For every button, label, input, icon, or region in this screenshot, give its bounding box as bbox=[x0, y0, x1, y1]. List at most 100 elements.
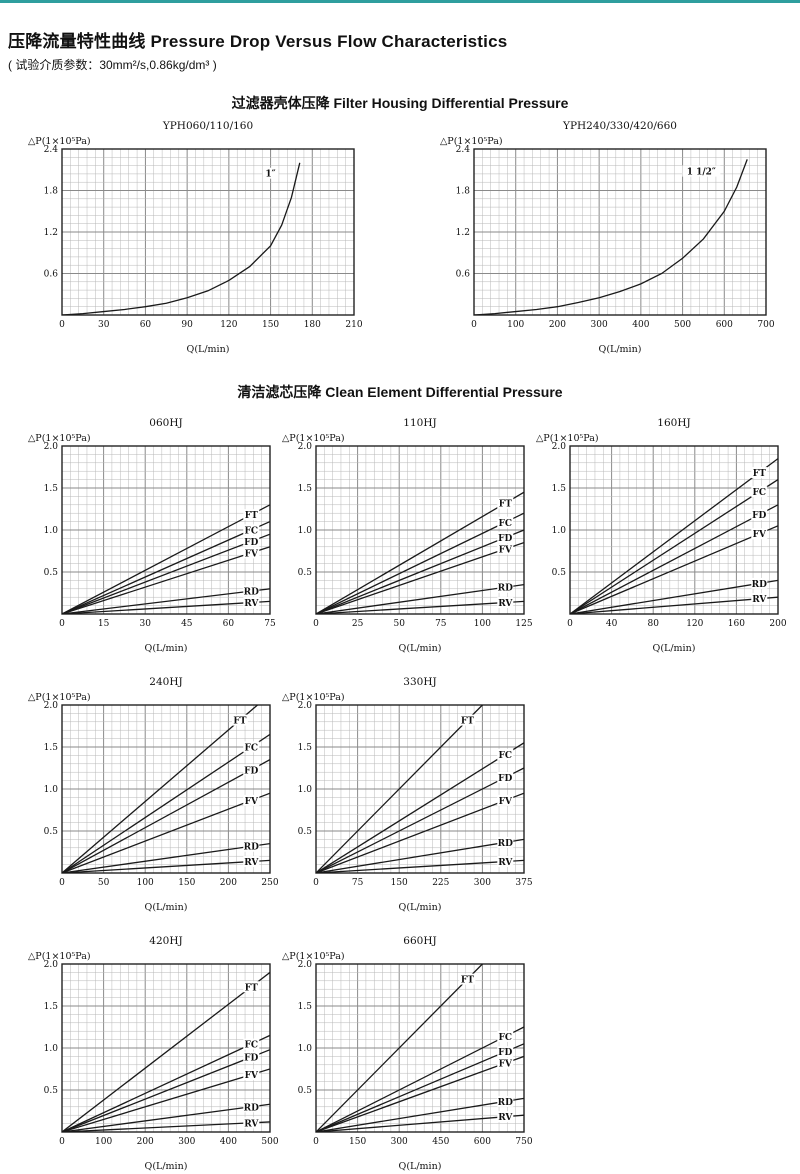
svg-text:FD: FD bbox=[244, 1054, 258, 1064]
svg-text:75: 75 bbox=[352, 878, 364, 888]
svg-text:FC: FC bbox=[244, 526, 258, 536]
svg-text:120: 120 bbox=[686, 619, 703, 629]
svg-text:0.5: 0.5 bbox=[298, 1086, 313, 1096]
svg-text:RV: RV bbox=[244, 599, 259, 609]
svg-text:△P(1×10⁵Pa): △P(1×10⁵Pa) bbox=[28, 692, 91, 703]
svg-text:Q(L/min): Q(L/min) bbox=[599, 344, 642, 355]
page-title-zh: 压降流量特性曲线 bbox=[8, 32, 146, 51]
chart-420hj: 420HJ △P(1×10⁵Pa) 0 100 200 300 400 500 0.5 1.0 1.… bbox=[26, 932, 280, 1174]
svg-text:150: 150 bbox=[178, 878, 195, 888]
svg-text:0: 0 bbox=[313, 619, 319, 629]
svg-text:100: 100 bbox=[137, 878, 154, 888]
chart-660hj: 660HJ △P(1×10⁵Pa) 0 150 300 450 600 750 0.5 1.0 1.… bbox=[280, 932, 534, 1174]
svg-text:Q(L/min): Q(L/min) bbox=[145, 643, 188, 654]
svg-text:300: 300 bbox=[391, 1137, 408, 1147]
svg-text:300: 300 bbox=[591, 320, 608, 330]
svg-text:1.5: 1.5 bbox=[298, 1002, 313, 1012]
svg-text:75: 75 bbox=[435, 619, 447, 629]
svg-text:300: 300 bbox=[178, 1137, 195, 1147]
svg-text:1.8: 1.8 bbox=[456, 187, 471, 197]
svg-text:FV: FV bbox=[499, 1060, 513, 1070]
svg-text:FC: FC bbox=[498, 1033, 512, 1043]
page-title-en: Pressure Drop Versus Flow Characteristic… bbox=[150, 32, 508, 51]
svg-text:△P(1×10⁵Pa): △P(1×10⁵Pa) bbox=[28, 136, 91, 147]
svg-text:2.0: 2.0 bbox=[298, 442, 313, 452]
svg-text:△P(1×10⁵Pa): △P(1×10⁵Pa) bbox=[536, 433, 599, 444]
svg-text:2.0: 2.0 bbox=[44, 701, 59, 711]
svg-text:RV: RV bbox=[244, 1119, 259, 1129]
section-heading-element: 清洁滤芯压降 Clean Element Differential Pressu… bbox=[237, 384, 563, 400]
svg-text:150: 150 bbox=[262, 320, 279, 330]
chart-240hj: 240HJ △P(1×10⁵Pa) 0 50 100 150 200 250 0.5 1.0 1.5… bbox=[26, 673, 280, 920]
svg-text:0.5: 0.5 bbox=[44, 1086, 59, 1096]
svg-text:100: 100 bbox=[95, 1137, 112, 1147]
svg-text:1.5: 1.5 bbox=[298, 484, 313, 494]
svg-text:25: 25 bbox=[352, 619, 364, 629]
chart-330hj: 330HJ △P(1×10⁵Pa) 0 75 150 225 300 375 0.5 1.0 1.5… bbox=[280, 673, 534, 920]
svg-text:0: 0 bbox=[59, 1137, 65, 1147]
svg-text:500: 500 bbox=[261, 1137, 278, 1147]
svg-text:YPH240/330/420/660: YPH240/330/420/660 bbox=[562, 120, 677, 132]
svg-text:1.0: 1.0 bbox=[44, 785, 59, 795]
svg-text:Q(L/min): Q(L/min) bbox=[145, 1161, 188, 1172]
svg-text:110HJ: 110HJ bbox=[403, 417, 436, 429]
svg-text:FC: FC bbox=[244, 743, 258, 753]
svg-text:RV: RV bbox=[244, 858, 259, 868]
svg-text:△P(1×10⁵Pa): △P(1×10⁵Pa) bbox=[282, 433, 345, 444]
svg-text:FD: FD bbox=[498, 1048, 512, 1058]
svg-text:FT: FT bbox=[499, 500, 512, 510]
svg-text:FD: FD bbox=[498, 774, 512, 784]
svg-text:45: 45 bbox=[181, 619, 193, 629]
svg-text:240HJ: 240HJ bbox=[149, 676, 182, 688]
svg-text:225: 225 bbox=[432, 878, 449, 888]
svg-text:420HJ: 420HJ bbox=[149, 935, 182, 947]
svg-text:Q(L/min): Q(L/min) bbox=[399, 643, 442, 654]
svg-text:FT: FT bbox=[233, 717, 246, 727]
svg-text:FV: FV bbox=[499, 546, 513, 556]
svg-text:0: 0 bbox=[59, 878, 65, 888]
svg-text:300: 300 bbox=[474, 878, 491, 888]
svg-text:△P(1×10⁵Pa): △P(1×10⁵Pa) bbox=[282, 692, 345, 703]
svg-text:FC: FC bbox=[244, 1041, 258, 1051]
svg-text:75: 75 bbox=[264, 619, 276, 629]
svg-text:Q(L/min): Q(L/min) bbox=[399, 1161, 442, 1172]
svg-text:60: 60 bbox=[223, 619, 235, 629]
svg-text:30: 30 bbox=[139, 619, 151, 629]
svg-text:160HJ: 160HJ bbox=[657, 417, 690, 429]
chart-060hj: 060HJ △P(1×10⁵Pa) 0 15 30 45 60 75 0.5 1.0 1.5 2.0 Q… bbox=[26, 414, 280, 661]
svg-text:2.0: 2.0 bbox=[298, 960, 313, 970]
svg-text:210: 210 bbox=[345, 320, 362, 330]
svg-text:RV: RV bbox=[498, 1113, 513, 1123]
svg-text:FC: FC bbox=[498, 751, 512, 761]
svg-text:△P(1×10⁵Pa): △P(1×10⁵Pa) bbox=[440, 136, 503, 147]
svg-text:1.8: 1.8 bbox=[44, 187, 59, 197]
svg-text:80: 80 bbox=[647, 619, 659, 629]
svg-text:1.2: 1.2 bbox=[44, 228, 58, 238]
svg-text:FV: FV bbox=[245, 797, 259, 807]
svg-text:660HJ: 660HJ bbox=[403, 935, 436, 947]
svg-text:330HJ: 330HJ bbox=[403, 676, 436, 688]
svg-text:160: 160 bbox=[728, 619, 745, 629]
page-title: 压降流量特性曲线 Pressure Drop Versus Flow Chara… bbox=[8, 27, 800, 52]
svg-text:FT: FT bbox=[461, 717, 474, 727]
svg-text:180: 180 bbox=[304, 320, 321, 330]
chart-160hj: 160HJ △P(1×10⁵Pa) 0 40 80 120 160 200 0.5 1.0 1.5 2… bbox=[534, 414, 788, 661]
svg-text:FD: FD bbox=[244, 766, 258, 776]
svg-text:125: 125 bbox=[515, 619, 532, 629]
svg-text:FD: FD bbox=[244, 538, 258, 548]
svg-text:600: 600 bbox=[716, 320, 733, 330]
svg-text:RV: RV bbox=[752, 595, 767, 605]
svg-text:0.6: 0.6 bbox=[44, 270, 59, 280]
svg-text:RD: RD bbox=[498, 584, 513, 594]
svg-text:FT: FT bbox=[245, 983, 258, 993]
svg-text:400: 400 bbox=[220, 1137, 237, 1147]
svg-text:2.0: 2.0 bbox=[298, 701, 313, 711]
svg-text:1.0: 1.0 bbox=[44, 1044, 59, 1054]
svg-text:Q(L/min): Q(L/min) bbox=[187, 344, 230, 355]
top-accent-strip bbox=[0, 0, 800, 3]
svg-text:200: 200 bbox=[769, 619, 786, 629]
svg-text:1.0: 1.0 bbox=[552, 526, 567, 536]
svg-text:FV: FV bbox=[499, 797, 513, 807]
svg-text:30: 30 bbox=[98, 320, 110, 330]
